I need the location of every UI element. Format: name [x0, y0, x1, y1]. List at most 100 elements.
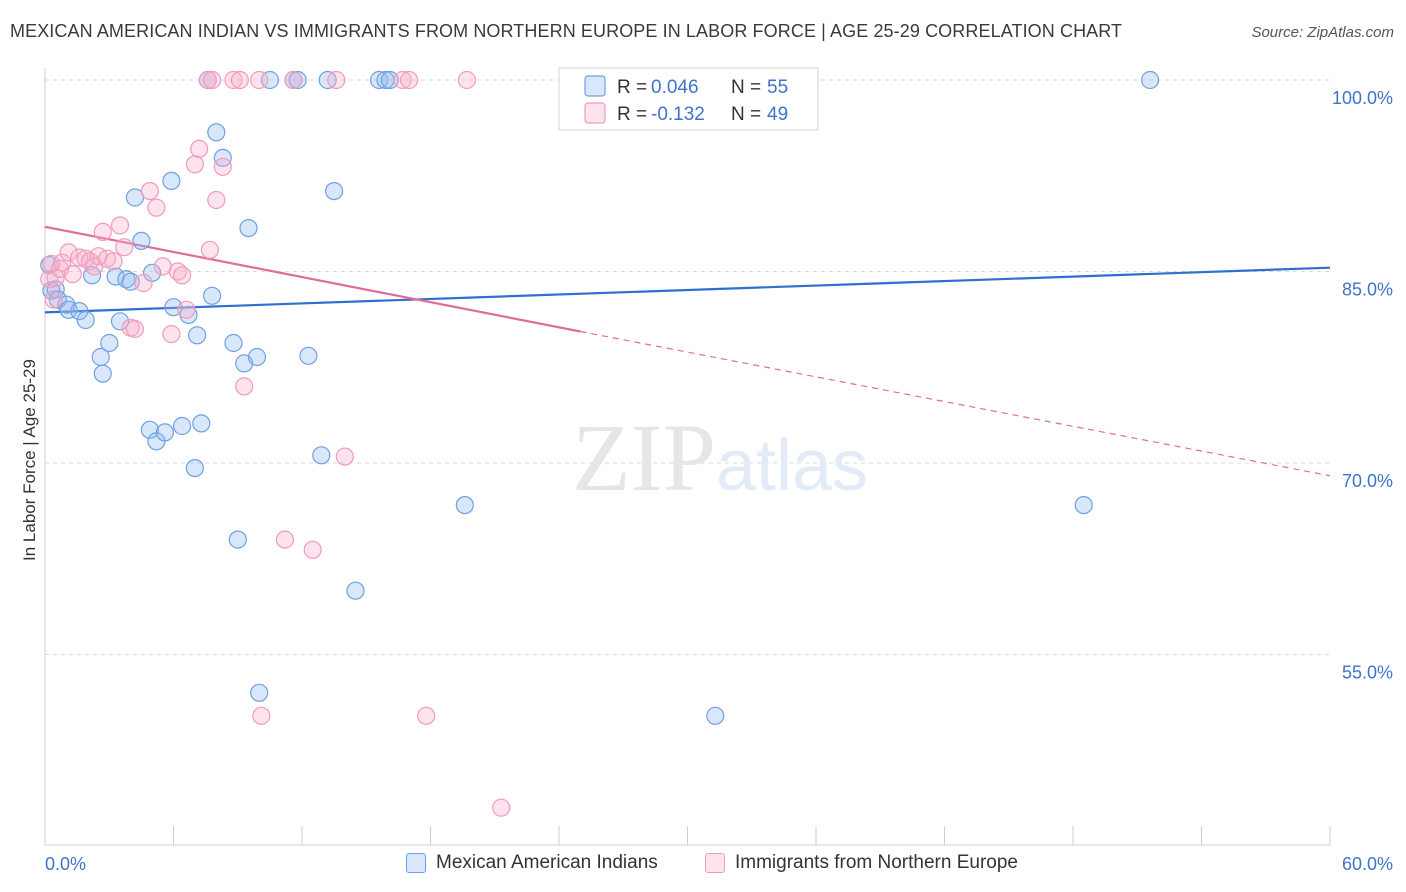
point-mexican-american-indians [250, 683, 269, 702]
point-mexican-american-indians [706, 706, 725, 725]
stats-legend: R = 0.046 N = 55 R = -0.132 N = 49 [558, 67, 819, 131]
point-immigrants-northern-europe [104, 252, 123, 271]
point-immigrants-northern-europe [224, 70, 243, 90]
point-immigrants-northern-europe [457, 70, 476, 90]
point-mexican-american-indians [125, 188, 144, 207]
point-immigrants-northern-europe [200, 240, 219, 259]
point-immigrants-northern-europe [140, 182, 159, 201]
point-immigrants-northern-europe [393, 70, 412, 90]
point-immigrants-northern-europe [115, 238, 134, 257]
stats-n-label: N = [731, 104, 761, 125]
point-mexican-american-indians [370, 70, 389, 90]
point-mexican-american-indians [224, 333, 243, 353]
point-mexican-american-indians [162, 171, 181, 190]
point-immigrants-northern-europe [147, 198, 166, 217]
watermark-atlas: atlas [716, 426, 868, 506]
stats-r-value: -0.132 [651, 104, 705, 125]
point-immigrants-northern-europe [185, 155, 204, 174]
chart-source: Source: ZipAtlas.com [1251, 24, 1394, 41]
point-immigrants-northern-europe [235, 377, 254, 396]
point-mexican-american-indians [100, 333, 119, 353]
point-mexican-american-indians [185, 459, 204, 478]
point-immigrants-northern-europe [134, 273, 153, 293]
point-immigrants-northern-europe [327, 70, 346, 90]
point-immigrants-northern-europe [417, 706, 436, 725]
chart-title: MEXICAN AMERICAN INDIAN VS IMMIGRANTS FR… [10, 21, 1123, 41]
axes [44, 68, 1331, 846]
point-immigrants-northern-europe [252, 706, 271, 725]
point-mexican-american-indians [455, 496, 474, 515]
point-immigrants-northern-europe [93, 222, 112, 241]
point-mexican-american-indians [76, 310, 95, 330]
point-mexican-american-indians [239, 219, 258, 238]
watermark: ZIPatlas [572, 404, 868, 511]
x-tick-label-max: 60.0% [1342, 854, 1393, 874]
y-tick-label: 70.0% [1342, 471, 1393, 491]
stats-r-value: 0.046 [651, 77, 699, 98]
point-mexican-american-indians [110, 312, 130, 331]
trend-lines [44, 225, 1331, 477]
point-immigrants-northern-europe [492, 798, 511, 817]
y-tick-label: 85.0% [1342, 280, 1393, 300]
point-immigrants-northern-europe [190, 139, 209, 158]
stats-legend-frame [558, 67, 819, 131]
point-immigrants-northern-europe [335, 447, 354, 466]
point-immigrants-northern-europe [59, 243, 78, 262]
legend-label: Immigrants from Northern Europe [735, 852, 1018, 873]
point-immigrants-northern-europe [203, 70, 222, 90]
stats-n-value: 55 [767, 77, 788, 98]
point-immigrants-northern-europe [213, 157, 232, 176]
point-mexican-american-indians [203, 286, 222, 305]
point-mexican-american-indians [188, 326, 207, 345]
trend-line-mexican-american-indians [44, 266, 1331, 314]
legend-item-mexican-american-indians[interactable]: Mexican American Indians [406, 852, 658, 874]
point-immigrants-northern-europe [230, 70, 249, 90]
point-immigrants-northern-europe [400, 70, 419, 90]
point-mexican-american-indians [140, 420, 159, 439]
watermark-zip: ZIP [572, 404, 716, 511]
point-mexican-american-indians [299, 346, 318, 365]
point-immigrants-northern-europe [44, 290, 63, 309]
point-immigrants-northern-europe [275, 530, 294, 549]
legend-swatch-blue [406, 853, 426, 873]
stats-n-value: 49 [767, 104, 788, 125]
point-immigrants-northern-europe [52, 253, 72, 272]
point-mexican-american-indians [1074, 496, 1093, 515]
point-immigrants-northern-europe [177, 300, 196, 319]
point-mexican-american-indians [192, 414, 211, 433]
point-immigrants-northern-europe [110, 216, 130, 235]
point-mexican-american-indians [207, 123, 226, 142]
data-points [40, 70, 1160, 817]
legend-item-immigrants-northern-europe[interactable]: Immigrants from Northern Europe [705, 852, 1018, 874]
stats-n-label: N = [731, 77, 761, 98]
point-mexican-american-indians [325, 182, 344, 201]
point-immigrants-northern-europe [207, 190, 226, 210]
point-mexican-american-indians [346, 581, 365, 600]
x-tick-label-min: 0.0% [45, 854, 86, 874]
point-immigrants-northern-europe [303, 540, 322, 559]
y-tick-labels: 100.0% 85.0% 70.0% 55.0% [1332, 88, 1393, 683]
point-immigrants-northern-europe [46, 268, 65, 287]
stats-swatch [584, 75, 606, 97]
legend-label: Mexican American Indians [436, 852, 658, 873]
stats-swatch [584, 102, 606, 124]
point-mexican-american-indians [260, 70, 279, 90]
bottom-legend: Mexican American Indians Immigrants from… [0, 852, 1406, 880]
point-mexican-american-indians [173, 416, 192, 436]
y-tick-label: 100.0% [1332, 88, 1393, 108]
stats-r-label: R = [617, 104, 647, 125]
point-mexican-american-indians [312, 446, 331, 465]
point-immigrants-northern-europe [198, 70, 217, 90]
point-mexican-american-indians [1140, 70, 1160, 90]
trend-line-immigrants-northern-europe [44, 225, 581, 333]
point-mexican-american-indians [247, 347, 267, 367]
stats-r-label: R = [617, 77, 647, 98]
point-mexican-american-indians [228, 530, 247, 549]
point-mexican-american-indians [132, 231, 151, 250]
point-immigrants-northern-europe [70, 248, 89, 267]
point-mexican-american-indians [288, 70, 307, 90]
point-mexican-american-indians [380, 70, 399, 90]
point-immigrants-northern-europe [173, 266, 192, 285]
point-mexican-american-indians [155, 423, 174, 442]
legend-swatch-pink [705, 853, 725, 873]
